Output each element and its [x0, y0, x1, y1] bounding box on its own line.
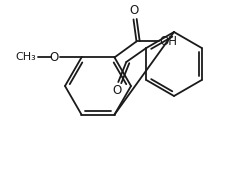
Text: O: O	[113, 84, 122, 97]
Text: O: O	[49, 51, 58, 64]
Text: OH: OH	[160, 35, 178, 48]
Text: O: O	[129, 4, 138, 17]
Text: CH₃: CH₃	[16, 52, 36, 62]
